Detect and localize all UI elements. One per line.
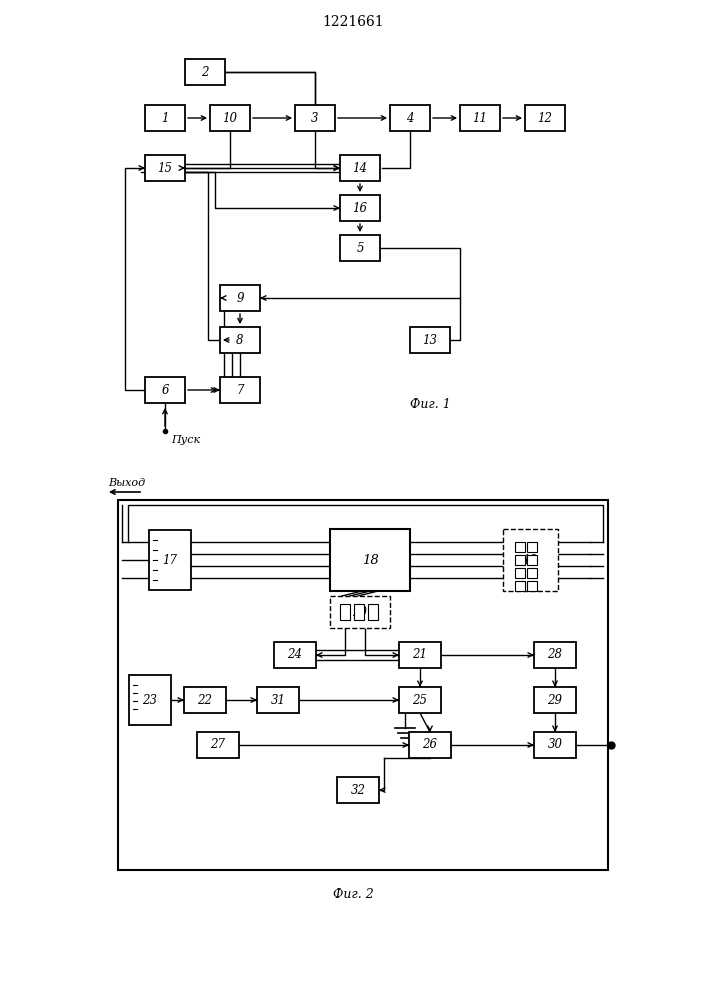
Bar [295, 105, 335, 131]
Bar [515, 581, 525, 591]
Text: 16: 16 [353, 202, 368, 215]
Bar [354, 604, 364, 620]
Text: 12: 12 [537, 111, 552, 124]
Bar [515, 555, 525, 565]
Bar [220, 377, 260, 403]
Bar [145, 105, 185, 131]
Text: 32: 32 [351, 784, 366, 796]
Bar [197, 732, 239, 758]
Bar [410, 327, 450, 353]
Bar [409, 732, 451, 758]
Bar [527, 568, 537, 578]
Bar [515, 568, 525, 578]
Text: 2: 2 [201, 66, 209, 79]
Bar [525, 105, 565, 131]
Text: 5: 5 [356, 241, 363, 254]
Text: 4: 4 [407, 111, 414, 124]
Text: 10: 10 [223, 111, 238, 124]
Text: Фиг. 1: Фиг. 1 [409, 398, 450, 412]
Bar [460, 105, 500, 131]
Text: 20: 20 [353, 605, 368, 618]
Text: 19: 19 [522, 554, 537, 566]
Text: 17: 17 [163, 554, 177, 566]
Bar [527, 542, 537, 552]
Bar [149, 530, 191, 590]
Bar [527, 581, 537, 591]
Text: 22: 22 [197, 694, 213, 706]
Text: 31: 31 [271, 694, 286, 706]
Bar [534, 732, 576, 758]
Text: 14: 14 [353, 161, 368, 174]
Bar [118, 500, 608, 870]
Bar [527, 555, 537, 565]
Bar [340, 195, 380, 221]
Bar [534, 687, 576, 713]
Bar [330, 529, 410, 591]
Text: 23: 23 [143, 694, 158, 706]
Bar [340, 604, 350, 620]
Text: 18: 18 [361, 554, 378, 566]
Bar [184, 687, 226, 713]
Bar [399, 642, 441, 668]
Bar [330, 596, 390, 628]
Text: 25: 25 [412, 694, 428, 706]
Text: 13: 13 [423, 334, 438, 347]
Text: Пуск: Пуск [171, 435, 200, 445]
Text: 30: 30 [547, 738, 563, 752]
Bar [503, 529, 558, 591]
Bar [340, 155, 380, 181]
Bar [145, 155, 185, 181]
Text: 11: 11 [472, 111, 488, 124]
Text: 1221661: 1221661 [322, 15, 384, 29]
Bar [368, 604, 378, 620]
Bar [399, 687, 441, 713]
Text: Выход: Выход [108, 478, 145, 488]
Text: Фиг. 2: Фиг. 2 [332, 888, 373, 902]
Text: 7: 7 [236, 383, 244, 396]
Text: 21: 21 [412, 648, 428, 662]
Text: 26: 26 [423, 738, 438, 752]
Bar [220, 285, 260, 311]
Bar [145, 377, 185, 403]
Bar [337, 777, 379, 803]
Text: 29: 29 [547, 694, 563, 706]
Text: 3: 3 [311, 111, 319, 124]
Bar [185, 59, 225, 85]
Text: 6: 6 [161, 383, 169, 396]
Bar [534, 642, 576, 668]
Text: 28: 28 [547, 648, 563, 662]
Text: 9: 9 [236, 292, 244, 304]
Text: 15: 15 [158, 161, 173, 174]
Bar [210, 105, 250, 131]
Bar [274, 642, 316, 668]
Bar [390, 105, 430, 131]
Text: 27: 27 [211, 738, 226, 752]
Bar [515, 542, 525, 552]
Text: 8: 8 [236, 334, 244, 347]
Text: 24: 24 [288, 648, 303, 662]
Bar [340, 235, 380, 261]
Bar [220, 327, 260, 353]
Bar [257, 687, 299, 713]
Bar [129, 675, 171, 725]
Text: 1: 1 [161, 111, 169, 124]
